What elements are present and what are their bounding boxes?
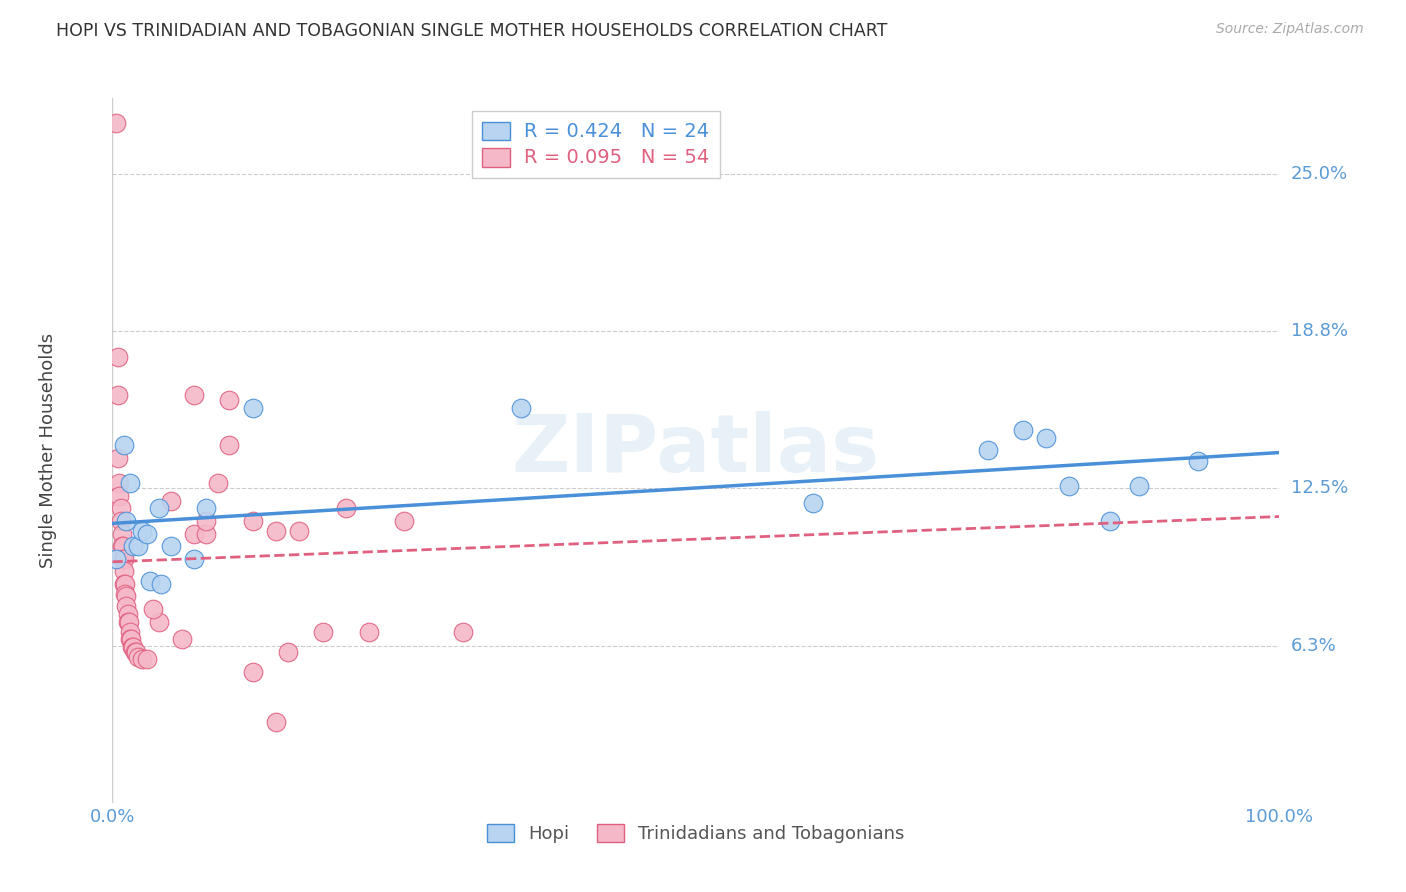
Point (264, 524, 287, 538)
Point (142, 602, 165, 616)
Point (125, 645, 148, 659)
Point (122, 640, 145, 654)
Point (107, 450, 129, 465)
Point (131, 652, 153, 666)
Point (451, 624, 474, 639)
Point (127, 539, 149, 553)
Point (114, 577, 136, 591)
Point (242, 401, 264, 415)
Point (136, 652, 159, 666)
Text: HOPI VS TRINIDADIAN AND TOBAGONIAN SINGLE MOTHER HOUSEHOLDS CORRELATION CHART: HOPI VS TRINIDADIAN AND TOBAGONIAN SINGL… (56, 22, 887, 40)
Point (509, 401, 531, 415)
Point (112, 438, 135, 452)
Point (183, 526, 205, 541)
Point (127, 649, 149, 664)
Point (118, 615, 141, 629)
Point (1011, 423, 1033, 437)
Point (1059, 478, 1081, 492)
Point (112, 577, 135, 591)
Point (118, 624, 141, 639)
Point (160, 539, 183, 553)
Text: Single Mother Households: Single Mother Households (39, 333, 58, 568)
Point (118, 632, 141, 647)
Point (115, 590, 138, 604)
Text: 6.3%: 6.3% (1291, 637, 1336, 655)
Point (160, 493, 183, 508)
Point (115, 514, 138, 528)
Point (183, 388, 205, 402)
Text: 12.5%: 12.5% (1291, 479, 1348, 497)
Point (110, 514, 132, 528)
Point (120, 632, 142, 647)
Point (122, 539, 145, 553)
Point (148, 501, 170, 516)
Point (121, 640, 143, 654)
Point (139, 574, 162, 589)
Point (194, 501, 217, 516)
Point (111, 551, 134, 566)
Point (107, 388, 129, 402)
Point (218, 438, 240, 452)
Point (194, 514, 217, 528)
Point (112, 564, 135, 578)
Point (111, 539, 134, 553)
Point (242, 514, 264, 528)
Point (394, 514, 416, 528)
Point (276, 645, 298, 659)
Point (288, 524, 311, 538)
Point (194, 526, 217, 541)
Point (218, 393, 240, 408)
Point (104, 551, 127, 566)
Point (118, 476, 141, 491)
Point (107, 351, 129, 365)
Point (242, 665, 264, 679)
Point (359, 624, 381, 639)
Point (976, 443, 998, 458)
Point (1035, 431, 1057, 445)
Point (110, 501, 132, 516)
Legend: Hopi, Trinidadians and Tobagonians: Hopi, Trinidadians and Tobagonians (479, 816, 912, 850)
Point (150, 577, 173, 591)
Point (1099, 514, 1122, 528)
Point (148, 615, 170, 629)
Point (131, 524, 153, 538)
Point (117, 615, 139, 629)
Point (311, 624, 333, 639)
Point (108, 489, 131, 503)
Point (801, 496, 824, 510)
Point (114, 587, 136, 601)
Point (1128, 478, 1150, 492)
Text: ZIPatlas: ZIPatlas (512, 411, 880, 490)
Point (124, 645, 146, 659)
Point (264, 715, 287, 730)
Point (117, 607, 139, 621)
Point (1187, 453, 1209, 467)
Point (207, 476, 229, 491)
Point (183, 551, 205, 566)
Text: 25.0%: 25.0% (1291, 165, 1348, 183)
Point (104, 116, 127, 130)
Point (136, 526, 159, 541)
Point (115, 599, 138, 614)
Text: 18.8%: 18.8% (1291, 322, 1347, 340)
Point (111, 526, 134, 541)
Point (172, 632, 194, 647)
Point (111, 539, 134, 553)
Point (335, 501, 357, 516)
Point (112, 551, 135, 566)
Point (108, 476, 131, 491)
Text: Source: ZipAtlas.com: Source: ZipAtlas.com (1216, 22, 1364, 37)
